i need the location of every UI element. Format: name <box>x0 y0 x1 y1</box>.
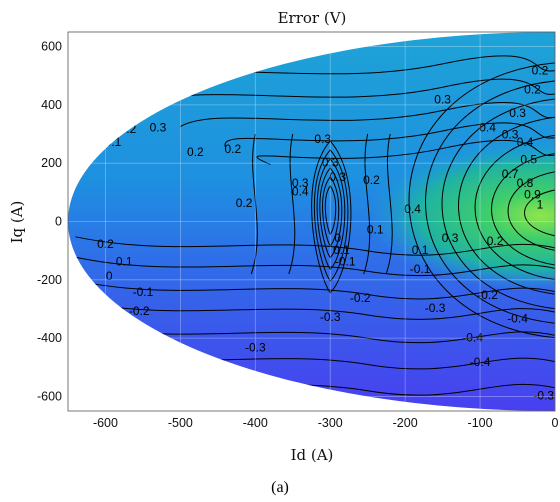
x-tick-label-2: -400 <box>243 416 268 430</box>
y-axis-label: Iq (A) <box>8 201 26 244</box>
contour-label-21: 0.3 <box>292 176 309 190</box>
contour-label-34: -0.4 <box>507 311 528 325</box>
contour-label-30: -0.2 <box>477 288 498 302</box>
contour-label-39: 0.2 <box>97 237 114 251</box>
x-tick-label-6: 0 <box>552 416 559 430</box>
contour-label-4: 0.3 <box>314 132 331 146</box>
contour-label-10: 0.5 <box>520 152 537 166</box>
contour-hot-8 <box>408 61 555 340</box>
contour-label-36: -0.4 <box>470 355 491 369</box>
contour-label-41: 0 <box>106 269 113 283</box>
x-tick-label-3: -300 <box>318 416 343 430</box>
contour-mid-3 <box>385 133 393 275</box>
contour-hot-3 <box>491 151 555 268</box>
contour-label-46: 0 <box>334 231 341 245</box>
contour-mid-1 <box>288 133 296 275</box>
y-tick-label-2: -200 <box>37 273 62 287</box>
contour-label-13: 0.9 <box>524 187 541 201</box>
contour-label-23: 0.2 <box>236 196 253 210</box>
contour-label-20: 0.4 <box>292 185 309 199</box>
contour-lower-0 <box>75 236 555 256</box>
contour-label-28: 0.1 <box>367 222 384 236</box>
plot-frame <box>67 31 556 412</box>
figure-caption: (a) <box>271 479 289 496</box>
heatmap-hotspot <box>367 139 555 292</box>
contour-label-3: 0.3 <box>434 93 451 107</box>
contour-label-18: 0.2 <box>187 145 204 159</box>
contour-hot-2 <box>507 169 555 253</box>
y-tick-label-3: 0 <box>55 215 62 229</box>
contour-label-8: 0.3 <box>502 128 519 142</box>
x-tick-label-4: -200 <box>393 416 418 430</box>
contour-label-38: -0.3 <box>245 340 266 354</box>
contour-hot-7 <box>425 79 555 325</box>
contour-lower-3 <box>75 300 555 320</box>
contour-labels: 0.20.20.30.30.30.30.30.40.30.40.50.70.80… <box>97 64 554 403</box>
contour-label-1: 0.2 <box>524 82 541 96</box>
contour-label-45: 0.1 <box>333 243 350 257</box>
contour-label-31: -0.3 <box>425 301 446 315</box>
contour-label-29: -0.1 <box>410 262 431 276</box>
contour-label-43: -0.2 <box>129 304 150 318</box>
contour-label-6: 0.3 <box>329 170 346 184</box>
contour-label-7: 0.4 <box>479 120 496 134</box>
contour-label-2: 0.3 <box>509 106 526 120</box>
contour-pinch-1 <box>324 185 337 236</box>
contour-label-12: 0.8 <box>517 176 534 190</box>
contour-mid-0 <box>250 133 258 275</box>
contour-label-11: 0.7 <box>502 167 519 181</box>
contour-pinch-4 <box>316 158 346 271</box>
x-tick-label-5: -100 <box>468 416 493 430</box>
contour-label-37: -0.3 <box>533 389 554 403</box>
x-tick-labels: -600 -500 -400 -300 -200 -100 0 <box>93 416 559 430</box>
chart-title: Error (V) <box>278 9 347 27</box>
contour-label-40: 0.1 <box>116 254 133 268</box>
contour-pinch-2 <box>322 176 340 247</box>
contour-label-33: -0.3 <box>320 310 341 324</box>
contour-upper-1 <box>135 78 555 104</box>
y-tick-label-0: -600 <box>37 389 62 403</box>
contour-label-19: 0.2 <box>224 142 241 156</box>
contour-label-32: -0.2 <box>350 291 371 305</box>
contour-upper-3 <box>224 122 555 148</box>
contour-label-17: 0.3 <box>150 120 167 134</box>
x-axis-label: Id (A) <box>291 446 334 464</box>
contour-label-22: 0.2 <box>363 173 380 187</box>
x-tick-label-0: -600 <box>93 416 118 430</box>
contour-lower-1 <box>75 256 555 277</box>
contour-upper-4 <box>256 139 555 165</box>
y-tick-labels: -600 -400 -200 0 200 400 600 <box>37 40 62 404</box>
contour-mid-2 <box>363 133 371 275</box>
contour-hot-6 <box>441 97 555 311</box>
contour-label-42: -0.1 <box>133 285 154 299</box>
contour-hot-1 <box>524 187 555 239</box>
y-tick-label-4: 200 <box>41 156 62 170</box>
plot-area: 0.20.20.30.30.30.30.30.40.30.40.50.70.80… <box>68 32 555 411</box>
contour-label-0: 0.2 <box>532 64 549 78</box>
contour-label-27: 0.1 <box>412 243 429 257</box>
contour-label-26: 0.2 <box>487 234 504 248</box>
contour-pinch-3 <box>319 167 343 259</box>
x-tick-label-1: -500 <box>168 416 193 430</box>
y-tick-label-1: -400 <box>37 331 62 345</box>
contour-label-5: 0.3 <box>322 155 339 169</box>
contour-label-24: 0.4 <box>404 202 421 216</box>
contour-upper-2 <box>180 102 555 127</box>
y-tick-label-6: 600 <box>41 40 62 54</box>
contour-label-44: -0.1 <box>335 254 356 268</box>
contour-label-25: 0.3 <box>442 231 459 245</box>
y-tick-label-5: 400 <box>41 98 62 112</box>
contour-hot-4 <box>474 133 555 282</box>
contour-label-9: 0.4 <box>517 135 534 149</box>
contour-lower-2 <box>75 280 555 300</box>
contour-pinch-6 <box>311 140 352 294</box>
contour-label-35: -0.4 <box>462 330 483 344</box>
grid-lines <box>68 32 555 411</box>
contour-pinch-5 <box>313 149 349 282</box>
contour-label-14: 1 <box>537 198 544 212</box>
